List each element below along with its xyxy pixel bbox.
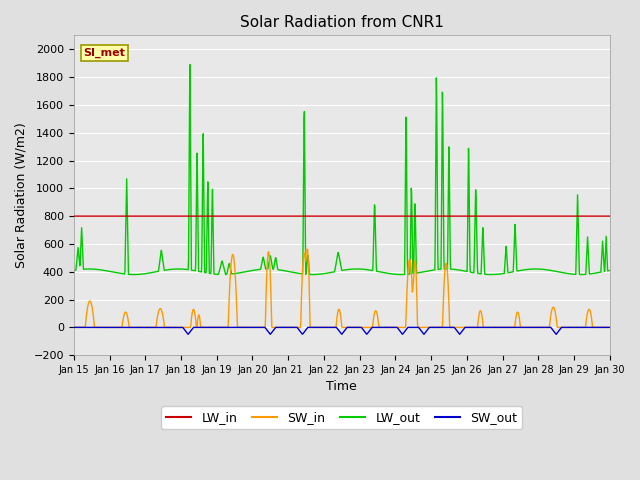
- LW_in: [111, 213, 119, 219]
- SW_in: [133, 324, 141, 330]
- LW_in: [298, 213, 305, 219]
- SW_out: [298, 330, 305, 336]
- Text: SI_met: SI_met: [83, 48, 125, 59]
- Y-axis label: Solar Radiation (W/m2): Solar Radiation (W/m2): [15, 122, 28, 268]
- SW_out: [552, 331, 560, 337]
- LW_in: [133, 213, 141, 219]
- SW_out: [133, 324, 141, 330]
- LW_in: [308, 213, 316, 219]
- LW_out: [606, 267, 614, 273]
- SW_in: [308, 324, 316, 330]
- LW_out: [319, 271, 326, 277]
- SW_out: [375, 324, 383, 330]
- SW_in: [319, 324, 326, 330]
- LW_in: [375, 213, 383, 219]
- LW_in: [318, 213, 326, 219]
- SW_in: [298, 305, 305, 311]
- SW_in: [70, 324, 77, 330]
- SW_in: [606, 324, 614, 330]
- LW_out: [298, 271, 305, 276]
- Line: SW_in: SW_in: [74, 250, 610, 327]
- LW_out: [133, 272, 141, 277]
- LW_out: [70, 267, 77, 273]
- SW_in: [111, 324, 119, 330]
- X-axis label: Time: Time: [326, 381, 357, 394]
- SW_out: [70, 324, 77, 330]
- Line: LW_out: LW_out: [74, 65, 610, 275]
- Line: SW_out: SW_out: [74, 327, 610, 334]
- LW_out: [308, 272, 316, 277]
- LW_out: [111, 270, 119, 276]
- Title: Solar Radiation from CNR1: Solar Radiation from CNR1: [240, 15, 444, 30]
- SW_out: [606, 324, 614, 330]
- LW_out: [398, 272, 406, 277]
- SW_out: [318, 324, 326, 330]
- SW_in: [302, 247, 310, 252]
- Legend: LW_in, SW_in, LW_out, SW_out: LW_in, SW_in, LW_out, SW_out: [161, 406, 522, 429]
- LW_in: [606, 213, 614, 219]
- LW_in: [70, 213, 77, 219]
- SW_in: [375, 324, 383, 330]
- SW_out: [308, 324, 316, 330]
- LW_out: [186, 62, 194, 68]
- LW_out: [375, 269, 383, 275]
- SW_out: [111, 324, 119, 330]
